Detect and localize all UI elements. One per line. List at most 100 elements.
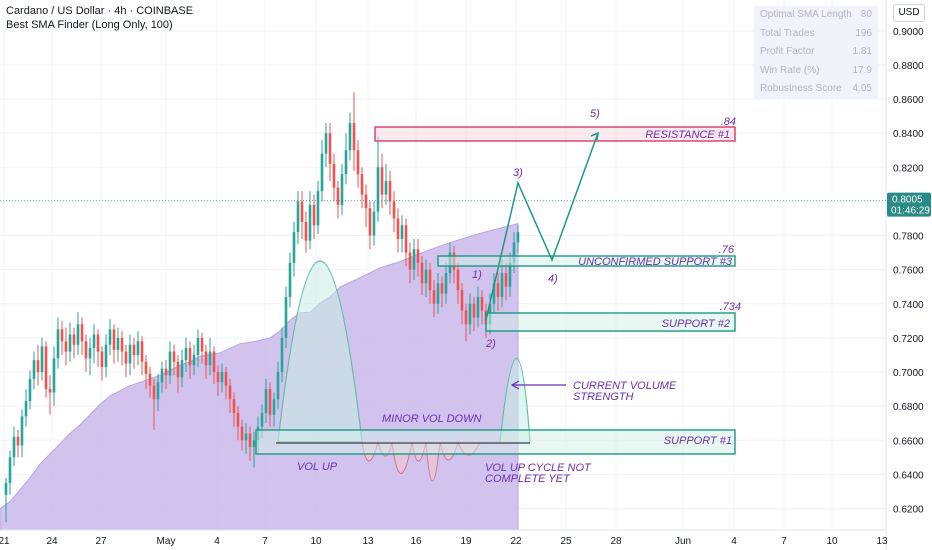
x-tick-label: 21 <box>0 536 10 547</box>
vol-up-curve <box>277 260 363 443</box>
candle-body <box>84 341 88 359</box>
wave-arrow-icon <box>590 131 599 141</box>
candle-body <box>512 242 516 263</box>
support-2-zone <box>485 312 736 332</box>
stat-value: 80 <box>860 9 872 20</box>
y-tick-label: 0.7000 <box>893 368 924 379</box>
candle-body <box>456 269 460 291</box>
candle-body <box>416 249 420 263</box>
stat-row: Win Rate (%) 17.9 <box>754 62 878 81</box>
current-volume-label-line1: CURRENT VOLUME <box>573 380 677 392</box>
candle-body <box>444 273 448 294</box>
candle-body <box>392 201 396 219</box>
x-tick-label: 19 <box>460 536 472 547</box>
candles <box>4 92 520 523</box>
candle-body <box>508 262 512 287</box>
wave-2-label: 2) <box>485 338 496 350</box>
x-tick-label: 16 <box>410 536 422 547</box>
candle-body <box>328 133 332 164</box>
candle-body <box>32 360 36 379</box>
candle-body <box>232 399 236 413</box>
candle-body <box>252 440 256 448</box>
wave-5-label: 5) <box>590 108 600 120</box>
candle-body <box>480 296 484 311</box>
time-axis[interactable]: 21 24 27 May 4 7 10 13 16 19 22 25 28 Jun 4 7 10 13 <box>0 529 888 547</box>
candle-body <box>364 194 368 209</box>
wave-3-label: 3) <box>513 167 523 179</box>
stat-label: Robustness Score <box>760 83 842 95</box>
candle-body <box>440 283 444 294</box>
x-tick-label: Jun <box>675 536 691 547</box>
candle-body <box>372 211 376 236</box>
arrow-head-icon <box>510 380 520 390</box>
candle-body <box>464 310 468 325</box>
candle-body <box>476 296 480 318</box>
candle-body <box>56 329 60 359</box>
candle-body <box>52 358 56 393</box>
candle-body <box>4 482 8 495</box>
x-tick-label: 10 <box>310 536 322 547</box>
candle-body <box>420 262 424 284</box>
candle-body <box>320 153 324 192</box>
candle-body <box>172 351 176 362</box>
candle-body <box>168 351 172 376</box>
candle-body <box>292 232 296 263</box>
support-2-level: .734 <box>720 301 741 313</box>
y-tick-label: 0.8200 <box>893 163 924 174</box>
candle-body <box>36 360 40 373</box>
candle-body <box>496 283 500 297</box>
x-tick-label: 13 <box>362 536 374 547</box>
candle-body <box>212 351 216 373</box>
candle-body <box>176 361 180 378</box>
y-tick-label: 0.6400 <box>893 470 924 481</box>
candle-body <box>336 187 340 205</box>
x-tick-label: May <box>157 536 176 547</box>
stat-row: Optimal SMA Length 80 <box>754 6 878 25</box>
candle-body <box>244 433 248 441</box>
x-tick-label: 25 <box>560 536 572 547</box>
candle-body <box>344 150 348 175</box>
candle-body <box>92 334 96 349</box>
candle-body <box>188 348 192 366</box>
candle-body <box>156 382 160 400</box>
candle-body <box>264 389 268 413</box>
candle-body <box>260 412 264 427</box>
resistance-level: .84 <box>721 116 736 128</box>
candle-body <box>400 225 404 239</box>
candle-body <box>208 351 212 366</box>
candle-body <box>460 290 464 311</box>
stat-label: Optimal SMA Length <box>760 9 852 20</box>
candle-body <box>408 252 412 270</box>
indicator-title: Best SMA Finder (Long Only, 100) <box>6 19 173 31</box>
candle-body <box>160 368 164 383</box>
current-price-value: 0.8005 <box>892 195 923 206</box>
y-tick-label: 0.9000 <box>893 27 924 38</box>
stat-label: Win Rate (%) <box>760 64 820 76</box>
candle-body <box>216 372 220 383</box>
candle-body <box>248 433 252 448</box>
candle-body <box>104 344 108 367</box>
candle-body <box>340 174 344 205</box>
currency-button[interactable]: USD <box>893 4 925 22</box>
resistance-label: RESISTANCE #1 <box>645 129 730 141</box>
stat-value: 196 <box>855 27 872 39</box>
candle-body <box>24 401 28 417</box>
candle-body <box>316 191 320 226</box>
stat-row: Profit Factor 1.81 <box>754 43 878 62</box>
candle-body <box>192 354 196 366</box>
stat-value: 17.9 <box>852 64 872 76</box>
symbol-title: Cardano / US Dollar · 4h · COINBASE <box>6 5 194 17</box>
stat-value: 4.05 <box>852 83 872 95</box>
candle-body <box>296 201 300 233</box>
candle-body <box>204 351 208 366</box>
candle-body <box>220 372 224 383</box>
candle-body <box>140 341 144 362</box>
candle-body <box>404 225 408 253</box>
y-tick-label: 0.7200 <box>893 334 924 345</box>
candle-body <box>432 290 436 304</box>
candle-body <box>96 334 100 352</box>
x-tick-label: 13 <box>876 536 888 547</box>
current-volume-label-line2: STRENGTH <box>573 391 634 403</box>
